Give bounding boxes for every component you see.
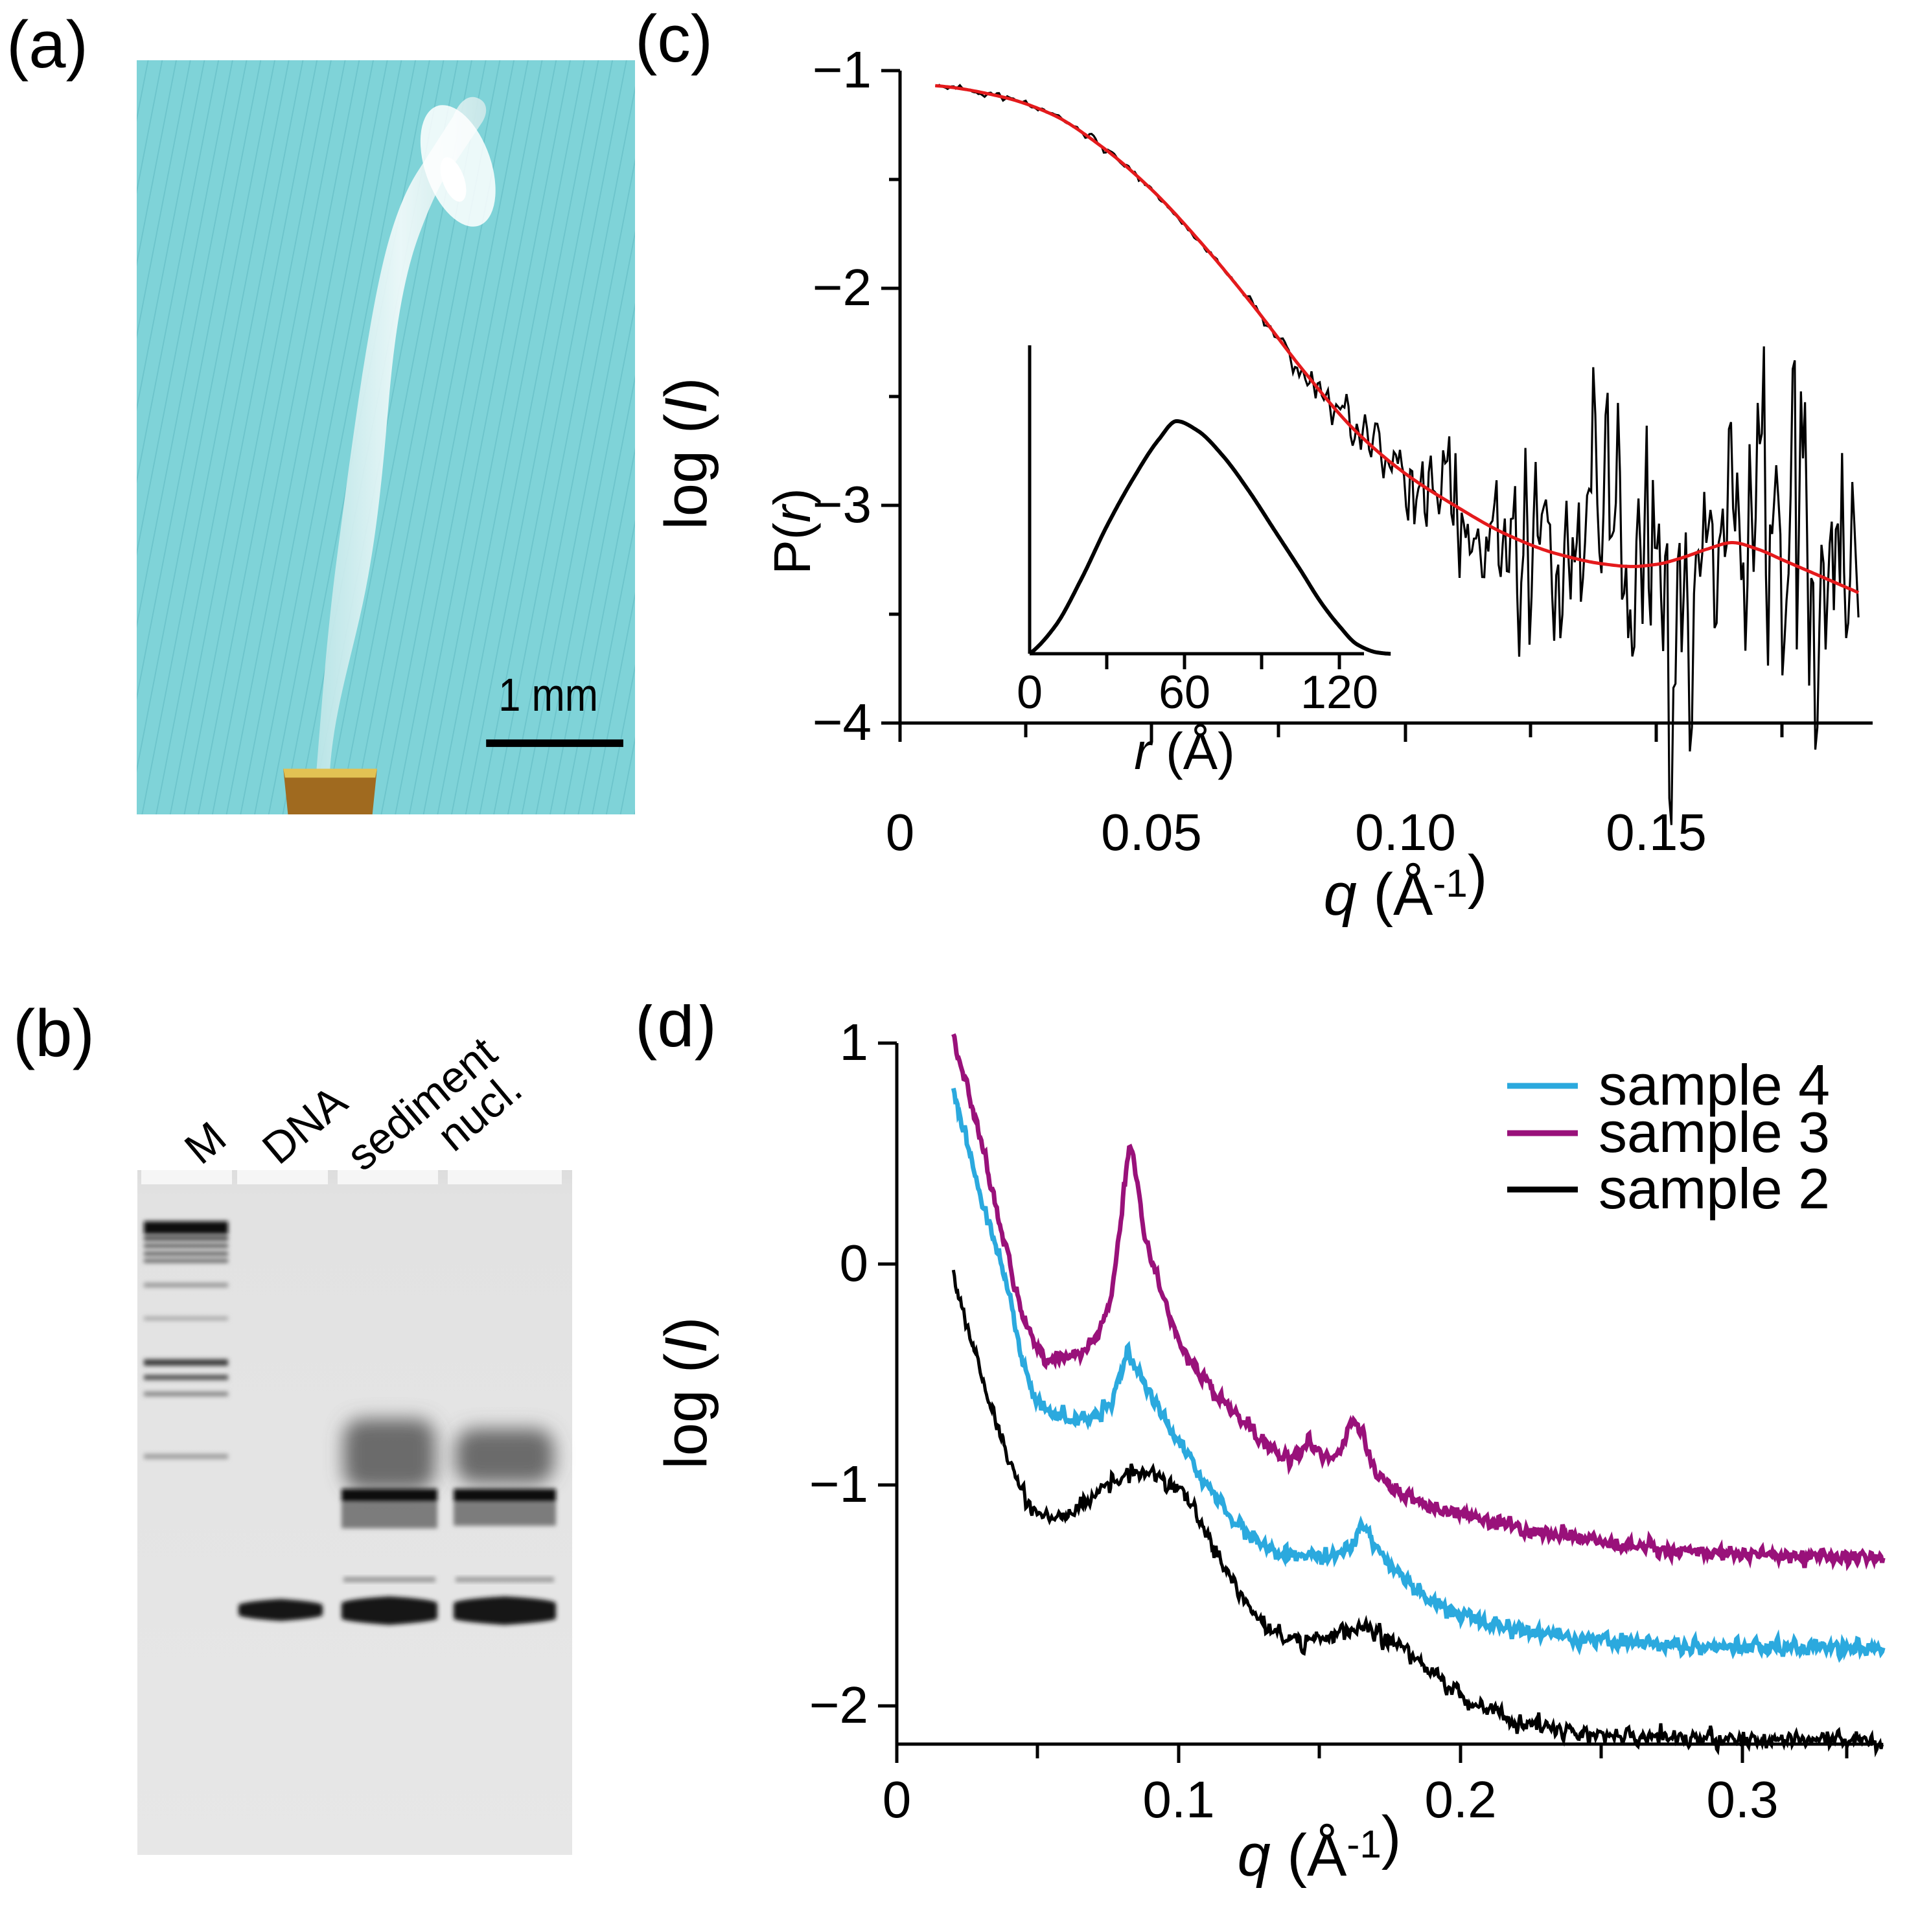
svg-text:1: 1: [840, 1013, 869, 1071]
svg-text:log (I): log (I): [653, 377, 719, 529]
svg-text:−1: −1: [813, 41, 872, 98]
svg-text:0.05: 0.05: [1101, 803, 1202, 861]
svg-text:0.1: 0.1: [1142, 1771, 1214, 1828]
svg-text:(d): (d): [635, 1004, 717, 1061]
svg-text:0: 0: [1017, 667, 1043, 719]
svg-text:−4: −4: [813, 693, 872, 751]
svg-text:DNA: DNA: [253, 1076, 356, 1174]
svg-text:P(r): P(r): [763, 488, 821, 574]
svg-text:−2: −2: [813, 259, 872, 316]
svg-text:(b): (b): [13, 1004, 95, 1070]
svg-text:0: 0: [883, 1771, 912, 1828]
svg-text:log (I): log (I): [653, 1317, 719, 1469]
svg-text:120: 120: [1300, 667, 1378, 719]
svg-text:0: 0: [886, 803, 915, 861]
svg-text:0.15: 0.15: [1606, 803, 1707, 861]
svg-text:60: 60: [1159, 667, 1210, 719]
svg-text:r (Å): r (Å): [1134, 722, 1235, 780]
svg-text:0.2: 0.2: [1424, 1771, 1496, 1828]
svg-text:q (Å-1): q (Å-1): [1238, 1804, 1402, 1889]
svg-text:−3: −3: [813, 476, 872, 533]
svg-text:0.10: 0.10: [1355, 803, 1456, 861]
svg-text:1 mm: 1 mm: [498, 670, 598, 721]
svg-text:−2: −2: [809, 1676, 868, 1734]
svg-text:sample 3: sample 3: [1599, 1100, 1830, 1164]
svg-text:(c): (c): [635, 1, 713, 76]
svg-text:−1: −1: [809, 1455, 868, 1513]
svg-text:0.3: 0.3: [1706, 1771, 1778, 1828]
svg-text:sample 2: sample 2: [1599, 1156, 1830, 1221]
svg-text:M: M: [176, 1112, 235, 1174]
svg-text:0: 0: [840, 1234, 869, 1292]
